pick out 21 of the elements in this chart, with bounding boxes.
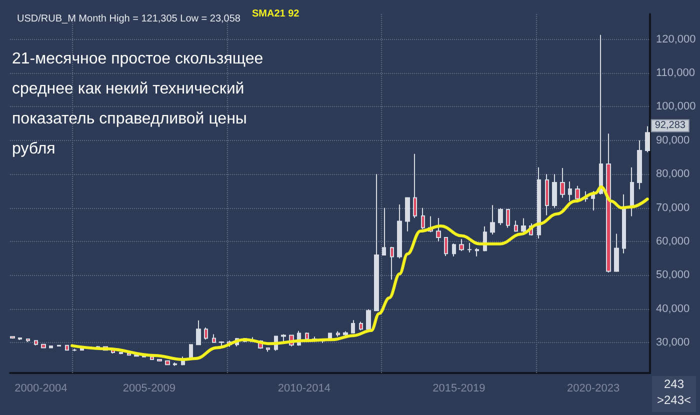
chart-subtitle: USD/RUB_M Month High = 121,305 Low = 23,058 <box>17 14 241 24</box>
y-tick-label: 120,000 <box>656 33 696 46</box>
annotation: 92,283 <box>654 120 686 132</box>
y-tick-label: 30,000 <box>656 336 690 349</box>
x-tick-label: 2010-2014 <box>278 382 330 394</box>
y-tick-label: 90,000 <box>656 134 690 146</box>
y-tick-label: 110,000 <box>656 66 695 79</box>
x-tick-label: 2020-2023 <box>566 382 620 394</box>
y-tick-label: 60,000 <box>656 236 690 248</box>
y-tick-label: 40,000 <box>656 302 690 315</box>
x-tick-label: 2000-2004 <box>14 382 68 394</box>
text: 243 <box>664 377 684 391</box>
x-tick-label: 2015-2019 <box>432 382 486 394</box>
x-tick-label: 2005-2009 <box>122 382 176 394</box>
text: SMA21 92 <box>252 8 300 20</box>
text: >243< <box>656 393 692 407</box>
text: 21-месячное простое скользящее среднее как некий технический показатель справедливой цены рубля <box>12 50 268 158</box>
y-tick-label: 100,000 <box>656 100 696 113</box>
y-tick-label: 80,000 <box>656 168 690 180</box>
y-tick-label: 50,000 <box>656 269 690 282</box>
y-tick-label: 70,000 <box>656 202 690 214</box>
